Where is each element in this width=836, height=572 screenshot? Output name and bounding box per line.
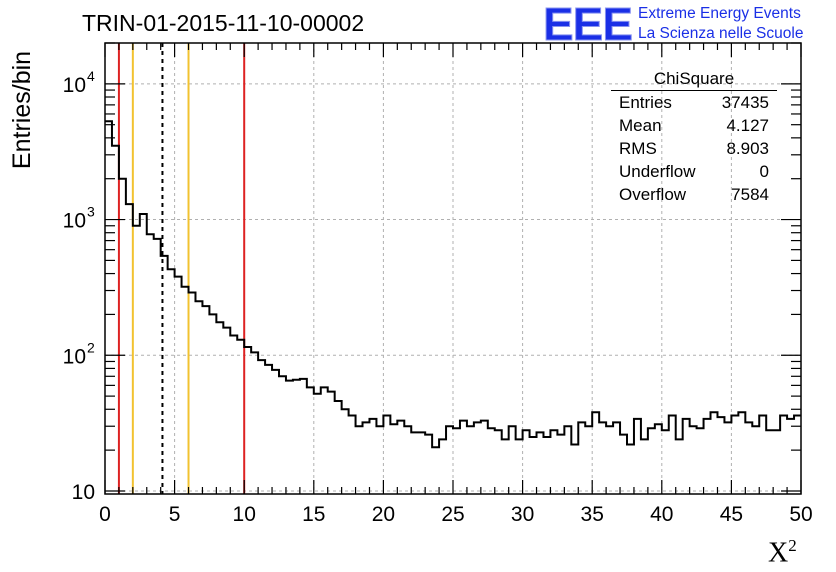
logo-line-1: Extreme Energy Events <box>638 5 801 22</box>
y-tick-label: 10 <box>72 481 95 504</box>
x-tick-label: 5 <box>169 503 181 526</box>
stats-value: 0 <box>759 162 769 181</box>
y-tick-label: 10 <box>63 345 86 368</box>
stats-box: ChiSquare Entries 37435 Mean 4.127 RMS 8.90… <box>611 68 777 206</box>
x-tick-label: 25 <box>441 503 464 526</box>
logo-line-2: La Scienza nelle Scuole <box>638 25 804 42</box>
stats-label: Entries <box>619 93 672 112</box>
stats-value: 4.127 <box>726 116 769 135</box>
x-tick-label: 50 <box>789 503 812 526</box>
x-tick-label: 35 <box>581 503 604 526</box>
histogram-series <box>105 120 801 449</box>
stats-row: Underflow 0 <box>611 160 777 183</box>
x-tick-label: 20 <box>372 503 395 526</box>
stats-value: 37435 <box>721 93 769 112</box>
x-tick-label: 30 <box>511 503 534 526</box>
x-axis-label: X2 <box>768 536 797 569</box>
y-tick-label-exponent: 4 <box>87 68 95 84</box>
y-tick-label: 10 <box>63 74 86 97</box>
x-tick-label: 45 <box>720 503 743 526</box>
x-tick-label: 0 <box>99 503 111 526</box>
y-axis-label: Entries/bin <box>8 50 36 170</box>
stats-value: 8.903 <box>726 139 769 158</box>
reference-lines <box>117 43 246 494</box>
stats-row: RMS 8.903 <box>611 137 777 160</box>
x-tick-label: 10 <box>233 503 256 526</box>
stats-label: RMS <box>619 139 657 158</box>
chart-title: TRIN-01-2015-11-10-00002 <box>82 10 365 36</box>
axis-ticks <box>104 42 802 494</box>
x-tick-label: 15 <box>302 503 325 526</box>
stats-label: Underflow <box>619 162 696 181</box>
stats-value: 7584 <box>731 185 769 204</box>
stats-label: Mean <box>619 116 662 135</box>
stats-row: Mean 4.127 <box>611 114 777 137</box>
x-axis-label-base: X <box>768 537 789 569</box>
x-axis-label-exp: 2 <box>788 536 797 555</box>
stats-label: Overflow <box>619 185 687 204</box>
y-tick-label-exponent: 2 <box>87 339 95 355</box>
logo-caption: Extreme Energy Events La Scienza nelle S… <box>638 4 803 44</box>
stats-title: ChiSquare <box>611 68 777 91</box>
x-tick-label: 40 <box>650 503 673 526</box>
stats-row: Overflow 7584 <box>611 183 777 206</box>
stats-row: Entries 37435 <box>611 91 777 114</box>
eee-logo: EEE <box>543 0 634 48</box>
y-tick-label-exponent: 3 <box>87 204 95 220</box>
y-tick-label: 10 <box>63 210 86 233</box>
logo-mark: EEE <box>543 0 632 48</box>
